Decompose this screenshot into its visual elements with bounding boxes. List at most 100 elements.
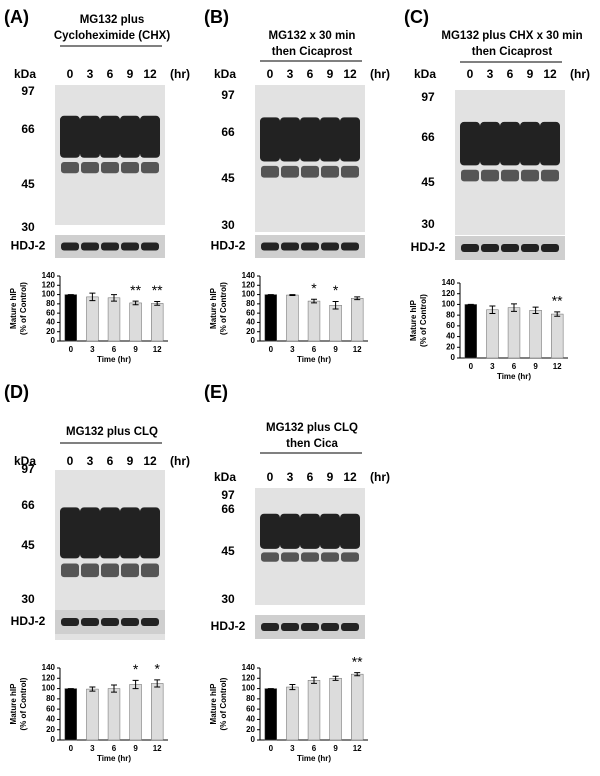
bar bbox=[107, 297, 121, 342]
blot-band bbox=[461, 169, 479, 182]
x-tick-label: 9 bbox=[133, 345, 138, 354]
blot-band bbox=[320, 117, 340, 162]
hdj-band bbox=[121, 618, 139, 626]
blot-band bbox=[341, 552, 359, 562]
loading-label: HDJ-2 bbox=[11, 614, 46, 628]
hdj-band bbox=[261, 242, 279, 251]
blot-band bbox=[301, 552, 319, 562]
blot-band bbox=[140, 507, 160, 559]
error-bar bbox=[511, 303, 517, 312]
lane-label: 9 bbox=[527, 67, 534, 81]
y-tick-label: 140 bbox=[242, 271, 256, 280]
error-bar bbox=[132, 300, 139, 306]
blot-band bbox=[81, 563, 99, 578]
blot-band bbox=[121, 162, 139, 174]
bar bbox=[307, 680, 321, 741]
blot-band bbox=[541, 169, 559, 182]
y-tick-label: 40 bbox=[246, 318, 255, 327]
blot-band bbox=[140, 115, 160, 158]
bar bbox=[264, 294, 277, 342]
blot-band bbox=[121, 563, 139, 578]
bar bbox=[329, 678, 342, 741]
y-axis-label: (% of Control) bbox=[219, 677, 228, 730]
mw-marker: 66 bbox=[21, 122, 35, 136]
blot-band bbox=[320, 513, 340, 549]
y-axis-label: (% of Control) bbox=[219, 282, 228, 335]
y-tick-label: 0 bbox=[251, 735, 256, 744]
blot-band bbox=[280, 117, 300, 162]
x-tick-label: 6 bbox=[512, 362, 517, 371]
x-tick-label: 0 bbox=[69, 345, 74, 354]
hdj-band bbox=[261, 623, 279, 631]
significance: * bbox=[311, 280, 317, 296]
x-axis-label: Time (hr) bbox=[297, 754, 331, 763]
x-tick-label: 9 bbox=[333, 744, 338, 753]
hdj-band bbox=[341, 242, 359, 251]
blot-band bbox=[300, 117, 320, 162]
bar bbox=[351, 298, 364, 342]
panel-title: then Cica bbox=[286, 438, 338, 450]
x-axis-label: Time (hr) bbox=[297, 355, 331, 364]
lane-label: 3 bbox=[487, 67, 494, 81]
lane-label: 9 bbox=[327, 470, 334, 484]
panel-label: (E) bbox=[204, 382, 228, 402]
blot-band bbox=[261, 552, 279, 562]
kda-label: kDa bbox=[214, 470, 236, 484]
x-tick-label: 3 bbox=[290, 345, 295, 354]
y-tick-label: 40 bbox=[46, 318, 55, 327]
mw-marker: 97 bbox=[221, 488, 235, 502]
blot-band bbox=[521, 169, 539, 182]
error-bar bbox=[354, 672, 361, 677]
lane-label: 12 bbox=[143, 67, 157, 81]
mw-marker: 66 bbox=[421, 130, 435, 144]
y-tick-label: 0 bbox=[251, 336, 256, 345]
mw-marker: 97 bbox=[21, 462, 35, 476]
y-tick-label: 40 bbox=[246, 715, 255, 724]
panel-label: (C) bbox=[404, 7, 429, 27]
x-tick-label: 12 bbox=[153, 744, 162, 753]
error-bar bbox=[289, 683, 296, 691]
significance: ** bbox=[552, 293, 563, 309]
y-tick-label: 80 bbox=[46, 694, 55, 703]
x-tick-label: 6 bbox=[112, 345, 117, 354]
x-tick-label: 3 bbox=[90, 345, 95, 354]
kda-label: kDa bbox=[414, 67, 436, 81]
y-tick-label: 20 bbox=[246, 327, 255, 336]
mw-marker: 45 bbox=[21, 538, 35, 552]
bar bbox=[464, 304, 477, 359]
y-tick-label: 0 bbox=[451, 353, 456, 362]
panel-label: (D) bbox=[4, 382, 29, 402]
x-axis-label: Time (hr) bbox=[97, 754, 131, 763]
y-tick-label: 0 bbox=[51, 336, 56, 345]
x-tick-label: 9 bbox=[133, 744, 138, 753]
kda-label: kDa bbox=[214, 67, 236, 81]
x-tick-label: 3 bbox=[90, 744, 95, 753]
lane-label: 0 bbox=[267, 470, 274, 484]
lane-label: 0 bbox=[67, 67, 74, 81]
mw-marker: 97 bbox=[221, 88, 235, 102]
lane-label: 12 bbox=[343, 470, 357, 484]
y-tick-label: 20 bbox=[446, 342, 455, 351]
bar bbox=[129, 684, 142, 741]
y-tick-label: 60 bbox=[246, 308, 255, 317]
lane-label: 3 bbox=[87, 454, 94, 468]
blot-band bbox=[60, 507, 80, 559]
error-bar bbox=[89, 686, 96, 692]
hdj-band bbox=[461, 244, 479, 252]
blot-band bbox=[100, 507, 120, 559]
hdj-band bbox=[301, 242, 319, 251]
bar bbox=[286, 686, 299, 741]
significance: * bbox=[154, 661, 160, 677]
y-tick-label: 100 bbox=[242, 684, 256, 693]
lane-label: 9 bbox=[127, 454, 134, 468]
x-tick-label: 6 bbox=[312, 345, 317, 354]
lane-label: 6 bbox=[507, 67, 514, 81]
time-unit: (hr) bbox=[570, 67, 590, 81]
blot-band bbox=[80, 115, 100, 158]
hdj-band bbox=[501, 244, 519, 252]
error-bar bbox=[132, 679, 139, 690]
hdj-band bbox=[541, 244, 559, 252]
hdj-band bbox=[101, 242, 119, 251]
mw-marker: 97 bbox=[421, 90, 435, 104]
blot-band bbox=[61, 162, 79, 174]
